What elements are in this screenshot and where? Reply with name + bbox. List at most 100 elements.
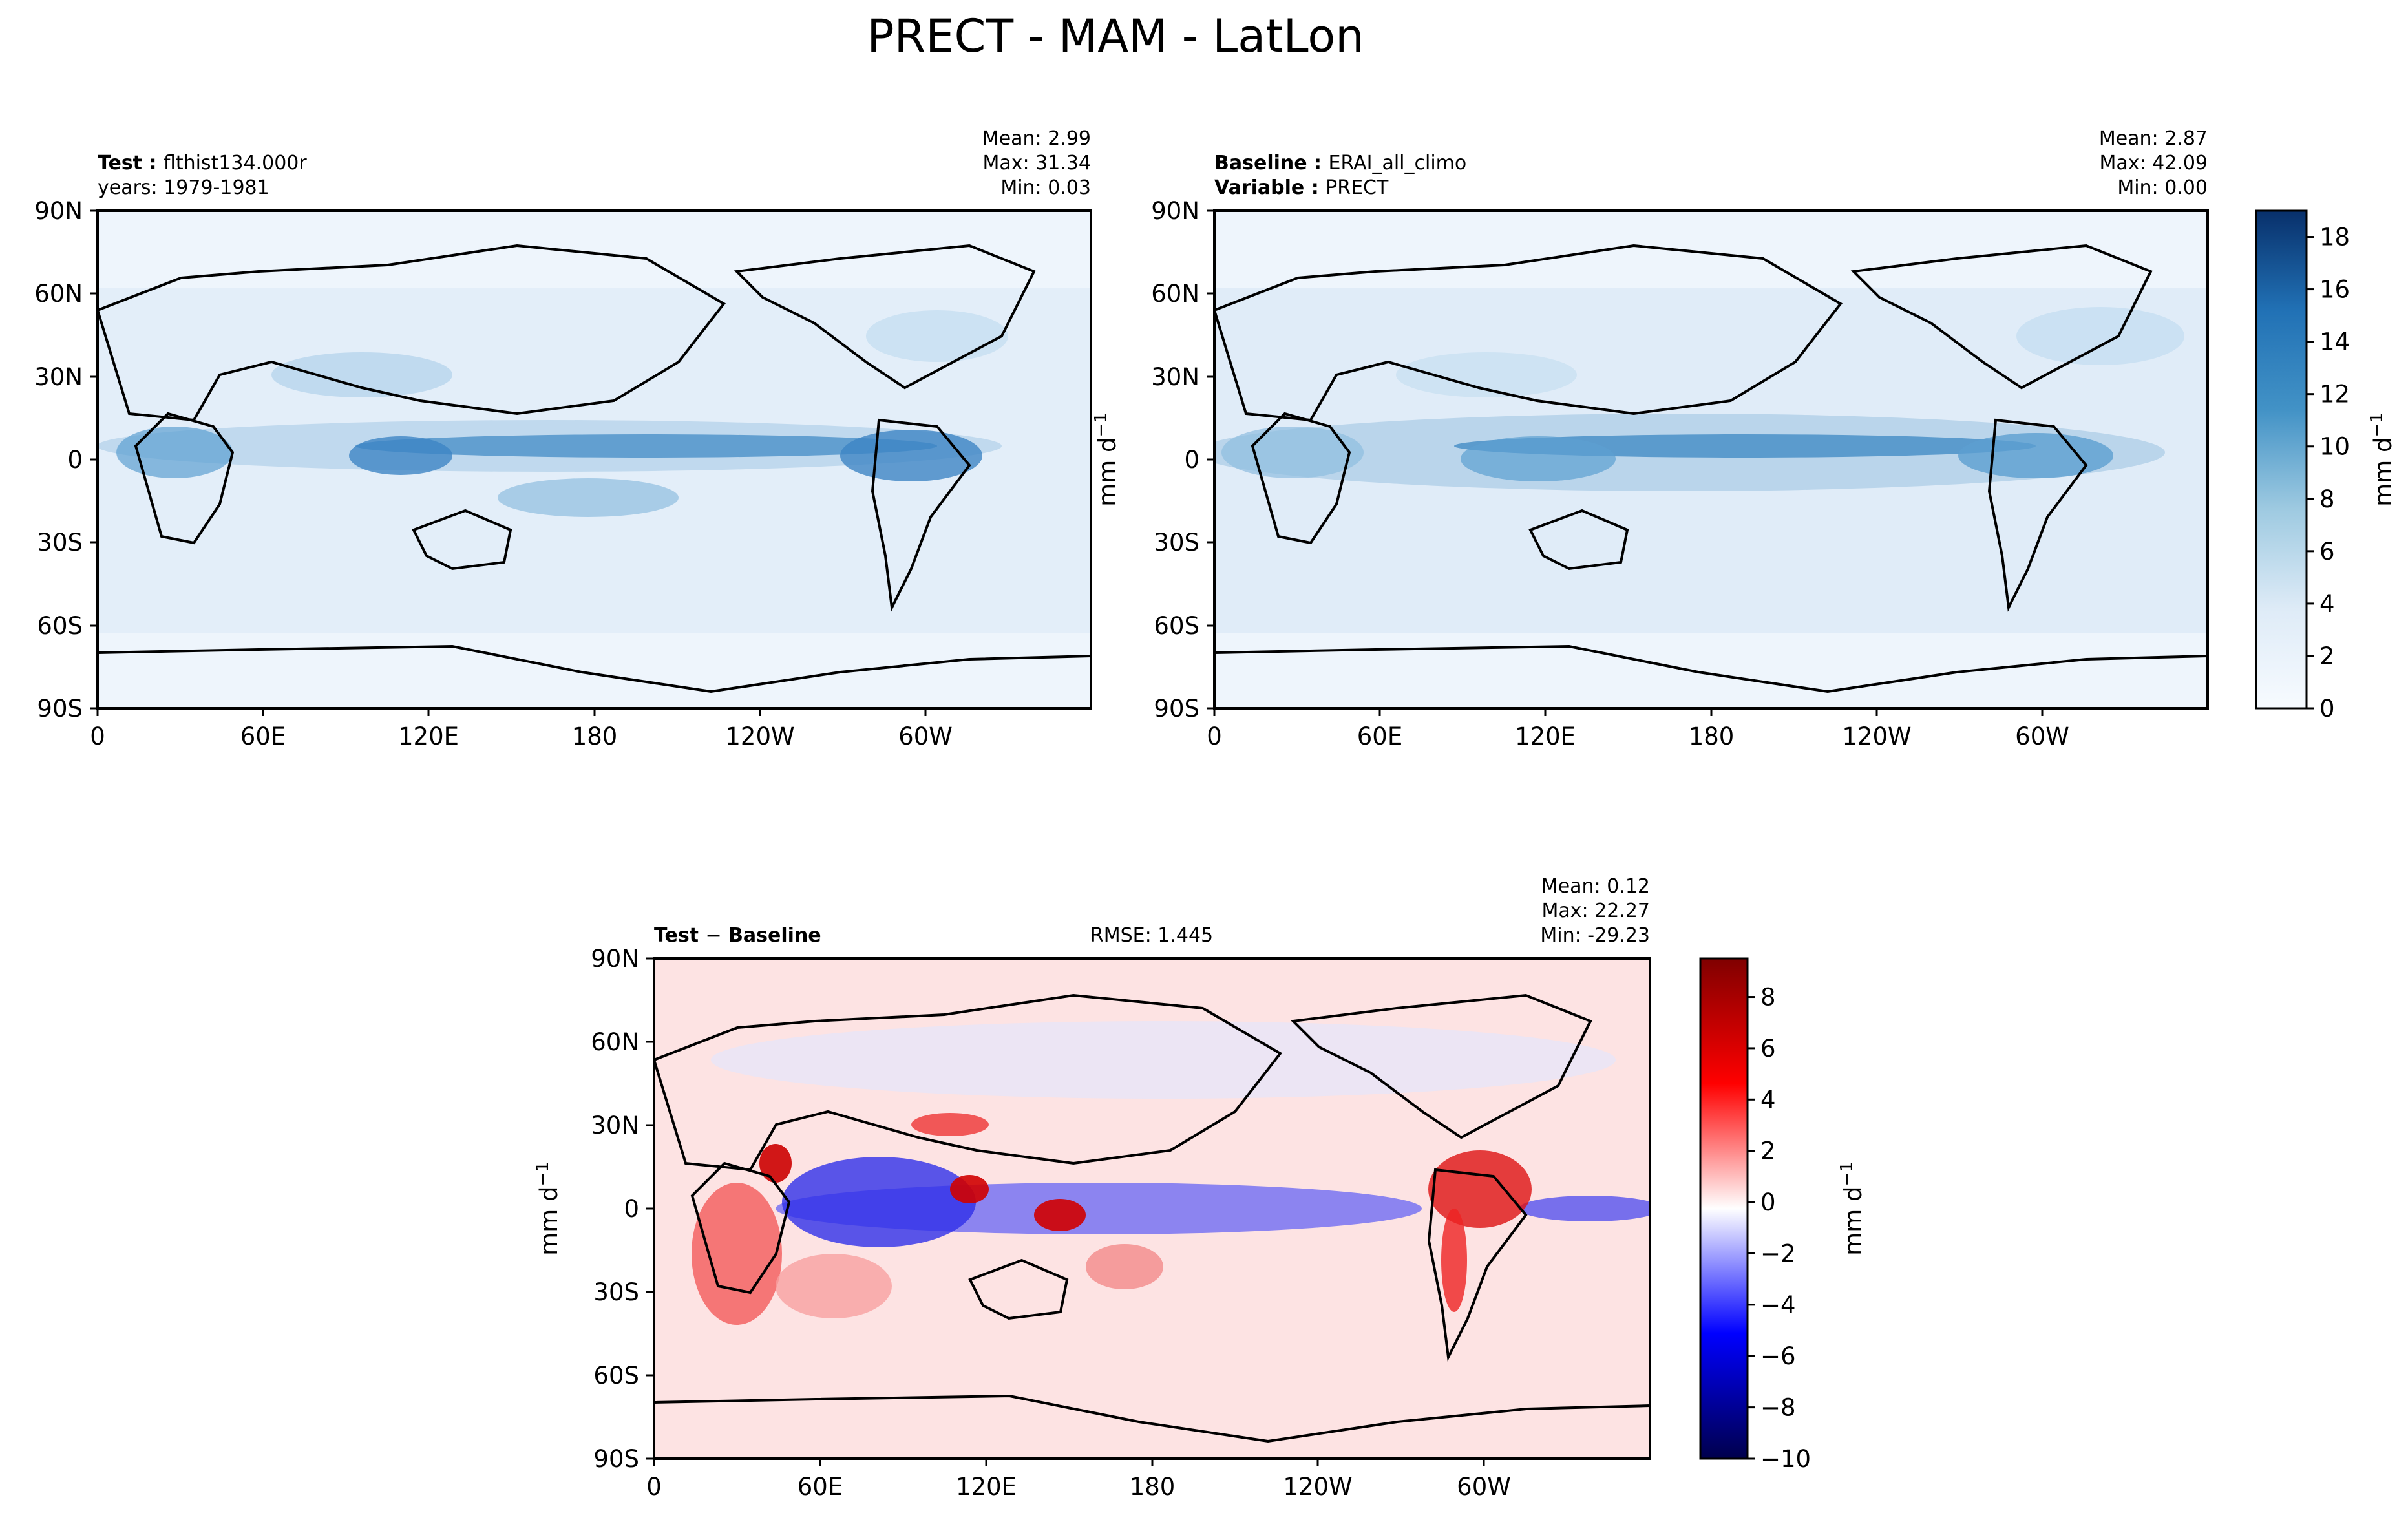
colorbar-tick-label: 4 — [1760, 1086, 1776, 1114]
y-tick-label: 30S — [37, 529, 83, 556]
x-tick-label: 60W — [2015, 723, 2069, 750]
colorbar-tick-label: 8 — [2319, 485, 2335, 513]
y-tick-label: 60S — [593, 1362, 639, 1390]
coastlines — [654, 993, 1650, 1443]
panel-test: Test : flthist134.000r years: 1979-1981 … — [34, 127, 1092, 750]
header-key-bold: Test − Baseline — [654, 924, 821, 947]
y-tick-label: 90N — [34, 197, 83, 225]
colorbar-tick-label: 2 — [1760, 1137, 1776, 1165]
colorbar-blues: 0 2 4 6 8 10 12 14 16 18 mm d−1 — [2255, 209, 2397, 723]
colorbar-label: mm d−1 — [1837, 1161, 1867, 1256]
rmse-label: RMSE: 1.445 — [1090, 924, 1213, 947]
y-tick-label: 60S — [1154, 612, 1199, 640]
y-tick-label: 30N — [591, 1112, 639, 1139]
header-separator: : — [1304, 176, 1325, 199]
colorbar-tick-label: 18 — [2319, 224, 2350, 251]
colorbar-tick-label: 10 — [2319, 433, 2350, 461]
y-tick-label: 30S — [593, 1278, 639, 1306]
stat-min: Min: 0.03 — [1000, 176, 1091, 199]
x-tick-label: 0 — [1207, 723, 1222, 750]
difference-field — [692, 1021, 1650, 1325]
colorbar-tick-label: 12 — [2319, 381, 2350, 408]
x-tick-label: 60E — [1357, 723, 1402, 750]
y-tick-label: 0 — [624, 1195, 639, 1223]
panel-difference: Test − Baseline RMSE: 1.445 Mean: 0.12 M… — [533, 875, 1867, 1501]
coastlines — [1214, 244, 2208, 693]
y-tick-label: 0 — [1184, 446, 1199, 474]
panel-baseline: Baseline : ERAI_all_climo Variable : PRE… — [1092, 127, 2397, 750]
x-tick-label: 180 — [1130, 1473, 1176, 1501]
y-axis: 90N 60N 30N 0 30S 60S 90S — [591, 945, 654, 1473]
colorbar-tick-label: 0 — [1760, 1189, 1776, 1216]
x-axis: 0 60E 120E 180 120W 60W — [1207, 708, 2069, 750]
y-tick-label: 30N — [1151, 363, 1199, 391]
y-tick-label: 0 — [67, 446, 83, 474]
x-tick-label: 60E — [797, 1473, 843, 1501]
colorbar-label: mm d−1 — [2367, 412, 2397, 507]
colorbar-ticks: 0 2 4 6 8 10 12 14 16 18 — [2307, 224, 2350, 723]
header-separator: − — [699, 924, 728, 947]
stat-mean: Mean: 0.12 — [1541, 875, 1650, 898]
y-tick-label: 60N — [34, 280, 83, 308]
colorbar-gradient — [2255, 209, 2308, 710]
colorbar-tick-label: 0 — [2319, 695, 2335, 723]
colorbar-tick-label: −8 — [1760, 1394, 1796, 1422]
stat-mean: Mean: 2.99 — [982, 127, 1091, 150]
x-axis: 0 60E 120E 180 120W 60W — [646, 1459, 1511, 1501]
colorbar-tick-label: 16 — [2319, 276, 2350, 304]
x-tick-label: 180 — [1689, 723, 1735, 750]
stat-max: Max: 31.34 — [982, 152, 1091, 174]
colorbar-tick-label: 2 — [2319, 642, 2335, 670]
x-tick-label: 0 — [646, 1473, 662, 1501]
stat-min: Min: -29.23 — [1540, 924, 1650, 947]
colorbar-tick-label: 8 — [1760, 984, 1776, 1011]
colorbar-tick-label: 6 — [2319, 538, 2335, 565]
y-tick-label: 30N — [34, 363, 83, 391]
colorbar-tick-label: −2 — [1760, 1240, 1796, 1267]
stat-mean: Mean: 2.87 — [2099, 127, 2208, 150]
y-tick-label: 90S — [593, 1445, 639, 1473]
precip-field — [1214, 211, 2208, 708]
y-axis: 90N 60N 30N 0 30S 60S 90S — [34, 197, 98, 723]
y-tick-label: 90N — [591, 945, 639, 973]
header-key-bold: Test : flthist134.000r — [98, 152, 307, 174]
colorbar-ticks: −10 −8 −6 −4 −2 0 2 4 6 8 — [1748, 984, 1811, 1473]
precip-field — [98, 211, 1091, 708]
x-axis: 0 60E 120E 180 120W 60W — [90, 708, 953, 750]
y-tick-label: 90S — [1154, 695, 1199, 723]
header-separator: : — [1307, 152, 1329, 174]
stat-max: Max: 42.09 — [2099, 152, 2208, 174]
x-tick-label: 180 — [572, 723, 618, 750]
header-key-bold: Variable : PRECT — [1214, 176, 1389, 199]
y-axis-label: mm d−1 — [1092, 412, 1121, 507]
colorbar-tick-label: 4 — [2319, 590, 2335, 618]
x-tick-label: 120W — [1842, 723, 1911, 750]
y-tick-label: 90S — [37, 695, 83, 723]
header-key-bold: Baseline : ERAI_all_climo — [1214, 152, 1466, 174]
header-years: years: 1979-1981 — [98, 176, 269, 199]
colorbar-tick-label: −6 — [1760, 1342, 1796, 1370]
y-tick-label: 60S — [37, 612, 83, 640]
x-tick-label: 120E — [1515, 723, 1576, 750]
x-tick-label: 120E — [956, 1473, 1017, 1501]
y-axis-label: mm d−1 — [533, 1161, 563, 1256]
colorbar-tick-label: 14 — [2319, 328, 2350, 356]
y-tick-label: 90N — [1151, 197, 1199, 225]
x-tick-label: 60E — [240, 723, 286, 750]
x-tick-label: 0 — [90, 723, 105, 750]
y-tick-label: 60N — [591, 1028, 639, 1056]
colorbar-gradient — [1699, 957, 1749, 1460]
figure-title: PRECT - MAM - LatLon — [867, 10, 1364, 63]
coastlines — [98, 244, 1091, 693]
stat-max: Max: 22.27 — [1541, 900, 1650, 922]
colorbar-tick-label: −4 — [1760, 1291, 1796, 1319]
y-tick-label: 60N — [1151, 280, 1199, 308]
x-tick-label: 120W — [1283, 1473, 1352, 1501]
header-separator: : — [142, 152, 164, 174]
x-tick-label: 120E — [398, 723, 459, 750]
colorbar-seismic: −10 −8 −6 −4 −2 0 2 4 6 8 mm d−1 — [1699, 957, 1867, 1473]
stat-min: Min: 0.00 — [2117, 176, 2208, 199]
y-tick-label: 30S — [1154, 529, 1199, 556]
x-tick-label: 60W — [1457, 1473, 1511, 1501]
